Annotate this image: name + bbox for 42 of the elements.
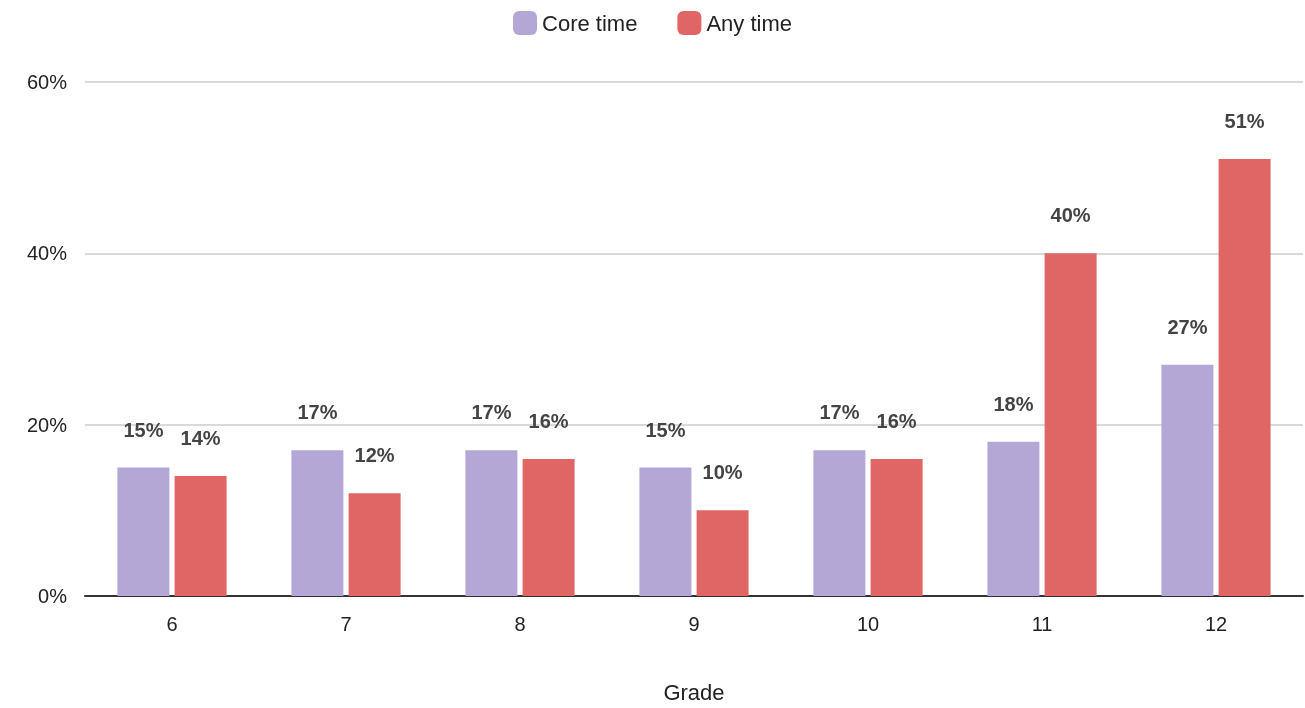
x-tick-label: 11 bbox=[1031, 613, 1053, 635]
bar bbox=[987, 441, 1040, 596]
data-label: 51% bbox=[1224, 110, 1265, 133]
legend-label: Core time bbox=[542, 10, 638, 36]
bar bbox=[870, 458, 923, 596]
x-axis-title: Grade bbox=[663, 679, 725, 705]
bar bbox=[1218, 159, 1271, 596]
bar bbox=[117, 467, 170, 596]
y-tick-label: 20% bbox=[26, 413, 68, 436]
data-label: 27% bbox=[1167, 315, 1208, 338]
x-tick-label: 8 bbox=[514, 613, 526, 635]
data-label: 16% bbox=[528, 409, 569, 432]
data-label: 14% bbox=[180, 427, 221, 450]
bar bbox=[522, 458, 575, 596]
bar bbox=[348, 493, 401, 596]
bar bbox=[639, 467, 692, 596]
bar bbox=[1161, 364, 1214, 596]
data-label: 17% bbox=[297, 401, 338, 424]
bar bbox=[813, 450, 866, 596]
x-tick-label: 6 bbox=[166, 613, 178, 635]
data-label: 17% bbox=[819, 401, 860, 424]
data-label: 15% bbox=[645, 418, 686, 441]
x-tick-label: 10 bbox=[856, 613, 880, 635]
data-label: 40% bbox=[1050, 204, 1091, 227]
y-tick-label: 40% bbox=[26, 242, 68, 265]
data-label: 10% bbox=[702, 461, 743, 484]
data-label: 17% bbox=[471, 401, 512, 424]
bar bbox=[1044, 253, 1097, 596]
x-tick-label: 12 bbox=[1204, 613, 1228, 635]
bar bbox=[291, 450, 344, 596]
legend-label: Any time bbox=[706, 10, 792, 36]
y-tick-label: 0% bbox=[38, 585, 68, 607]
data-label: 18% bbox=[993, 392, 1034, 415]
bar bbox=[174, 476, 227, 596]
data-label: 12% bbox=[354, 444, 395, 467]
bar bbox=[696, 510, 749, 596]
bar bbox=[465, 450, 518, 596]
x-tick-label: 9 bbox=[688, 613, 700, 635]
data-label: 16% bbox=[876, 409, 917, 432]
x-tick-label: 7 bbox=[340, 613, 352, 635]
y-tick-label: 60% bbox=[26, 71, 68, 93]
data-label: 15% bbox=[123, 418, 164, 441]
